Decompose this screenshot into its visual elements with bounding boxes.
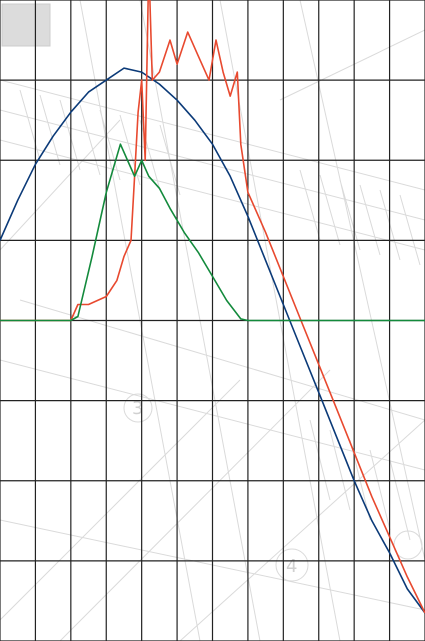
watermark-mark-3: 3	[132, 398, 143, 419]
watermark-circle-3	[123, 393, 153, 423]
watermark-circle-4	[275, 548, 309, 582]
watermark-mark-4: 4	[286, 556, 297, 577]
series-line-3	[0, 143, 425, 322]
series-line-2	[0, 0, 425, 614]
series-layer	[0, 0, 425, 614]
series-line-1	[0, 67, 425, 614]
watermark-corner-block	[1, 3, 51, 47]
